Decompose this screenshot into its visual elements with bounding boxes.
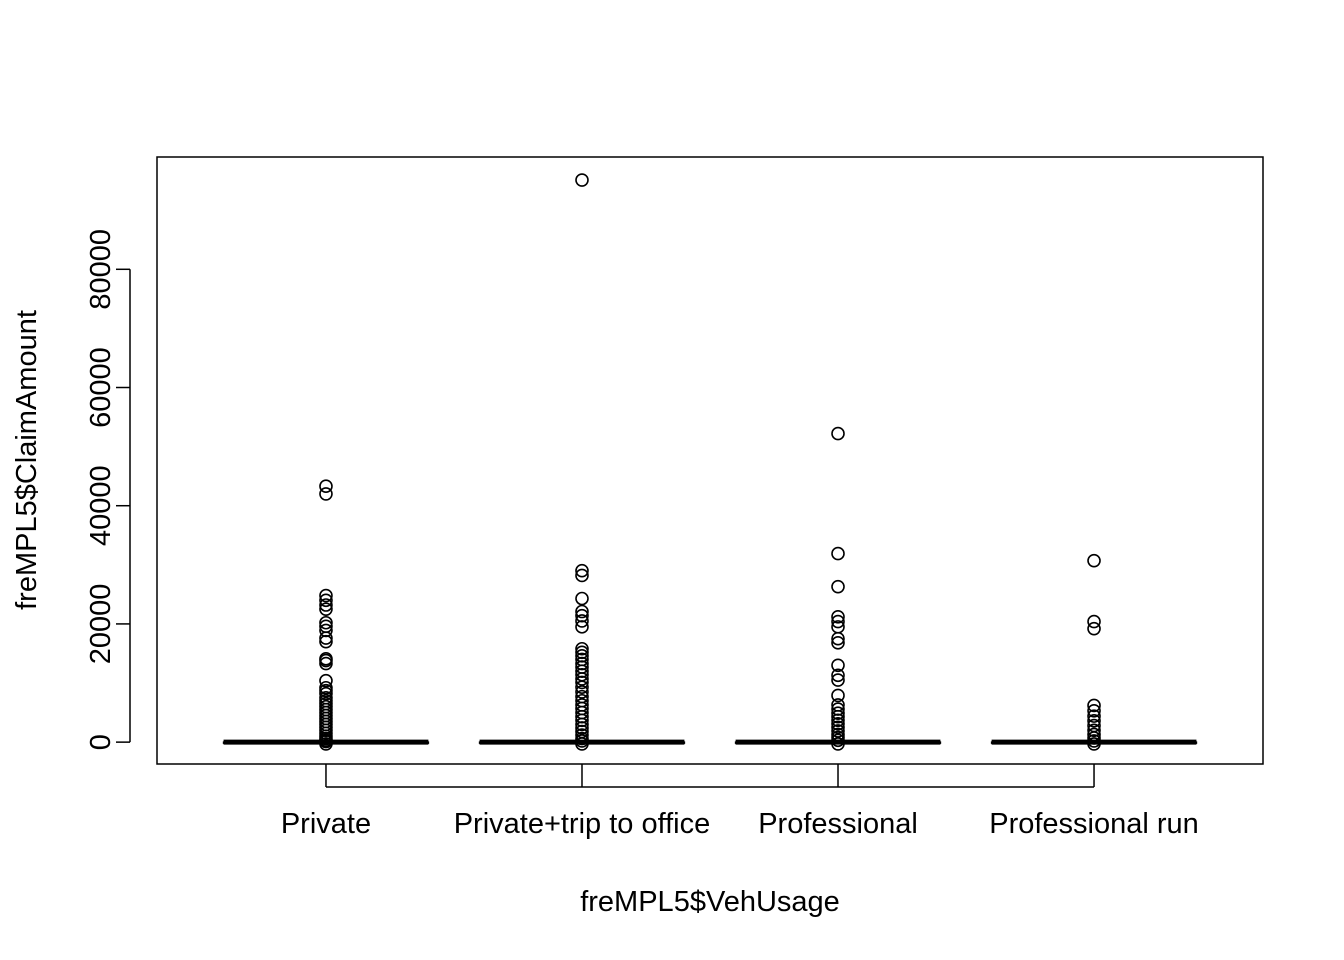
outlier-point <box>575 604 589 619</box>
outlier-point <box>1087 621 1101 636</box>
outlier-point <box>1087 709 1101 723</box>
y-tick-label: 80000 <box>85 229 117 310</box>
x-tick-label: Professional run <box>989 808 1199 840</box>
outlier-point <box>319 737 333 751</box>
y-axis-label: freMPL5$ClaimAmount <box>11 310 43 610</box>
outlier-point <box>831 426 845 441</box>
box-group <box>478 173 686 751</box>
outlier-point <box>831 614 845 629</box>
outlier-point <box>319 602 333 616</box>
outlier-point <box>575 641 589 656</box>
x-tick-label: Private+trip to office <box>454 808 711 840</box>
outlier-point <box>831 733 845 748</box>
outlier-point <box>831 658 845 673</box>
outlier-point <box>319 593 333 608</box>
plot-frame <box>156 156 1264 765</box>
box-group <box>990 553 1198 751</box>
outlier-point <box>319 487 333 501</box>
outlier-point <box>831 546 845 561</box>
x-tick-label: Private <box>281 808 371 840</box>
outlier-point <box>319 598 333 612</box>
outlier-point <box>319 615 333 630</box>
outlier-point <box>319 634 333 649</box>
outlier-point <box>575 721 589 735</box>
outlier-point <box>831 706 845 720</box>
y-tick-label: 40000 <box>85 465 117 546</box>
x-tick-label: Professional <box>758 808 918 840</box>
outlier-point <box>575 728 589 742</box>
outlier-point <box>575 568 589 583</box>
outlier-point <box>831 631 845 646</box>
outlier-point <box>575 620 589 634</box>
outlier-point <box>831 579 845 594</box>
y-tick-label: 0 <box>85 734 117 750</box>
outlier-point <box>831 673 845 687</box>
outlier-point <box>1087 723 1101 738</box>
outlier-point <box>575 680 589 694</box>
outlier-point <box>319 686 333 701</box>
outlier-point <box>575 685 589 699</box>
outlier-point <box>831 717 845 731</box>
outlier-point <box>831 737 845 751</box>
outlier-point <box>575 614 589 628</box>
outlier-point <box>1087 614 1101 629</box>
outlier-point <box>1087 698 1101 713</box>
outlier-point <box>319 588 333 603</box>
outlier-point <box>319 673 333 688</box>
outlier-point <box>831 688 845 703</box>
outlier-point <box>575 717 589 732</box>
outlier-point <box>831 724 845 738</box>
y-tick-label: 20000 <box>85 584 117 665</box>
outlier-point <box>319 479 333 494</box>
outlier-point <box>831 636 845 650</box>
y-tick-label: 60000 <box>85 347 117 428</box>
outlier-point <box>1087 737 1101 751</box>
x-axis: Private Private+trip to office Professiona… <box>281 764 1199 840</box>
outlier-point <box>831 610 845 624</box>
outlier-point <box>575 737 589 751</box>
box-group <box>734 426 942 751</box>
x-axis-label: freMPL5$VehUsage <box>580 886 840 918</box>
outlier-point <box>575 672 589 686</box>
outlier-point <box>575 675 589 690</box>
box-group <box>222 479 430 751</box>
boxes <box>222 173 1198 751</box>
outlier-point <box>575 591 589 606</box>
outlier-point <box>1087 553 1101 568</box>
outlier-point <box>831 713 845 728</box>
outlier-point <box>575 563 589 578</box>
outlier-point <box>319 631 333 645</box>
outlier-point <box>575 173 589 187</box>
outlier-point <box>1087 704 1101 718</box>
outlier-point <box>831 720 845 735</box>
outlier-point <box>831 709 845 724</box>
outlier-point <box>1087 714 1101 728</box>
outlier-point <box>319 656 333 671</box>
outlier-point <box>1087 727 1101 742</box>
outlier-point <box>831 668 845 683</box>
y-axis: 0 20000 40000 60000 80000 <box>85 229 131 750</box>
